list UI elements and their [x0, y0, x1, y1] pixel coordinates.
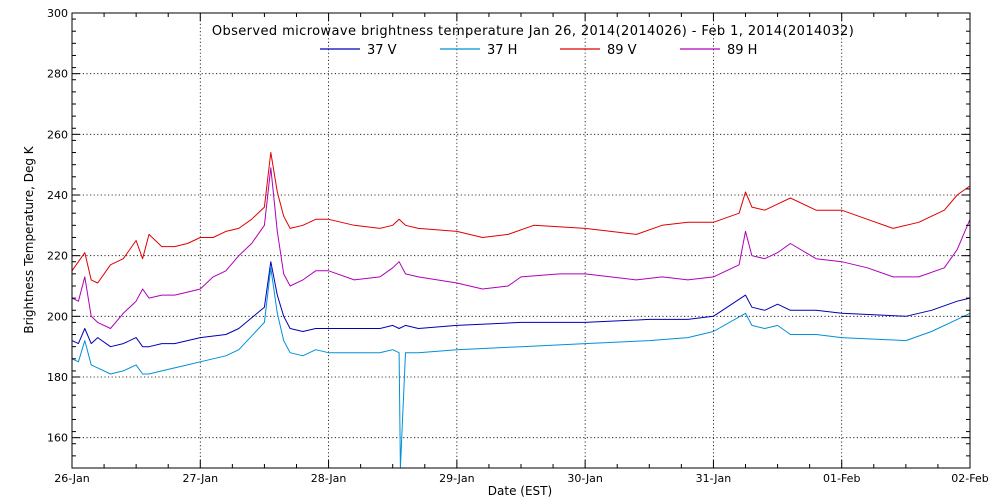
x-tick-label: 28-Jan: [311, 472, 347, 485]
x-axis-label: Date (EST): [488, 484, 552, 498]
series-line-37v: [71, 261, 971, 348]
x-tick-label: 30-Jan: [567, 472, 603, 485]
y-tick-label: 160: [47, 432, 68, 445]
chart-title: Observed microwave brightness temperatur…: [212, 24, 854, 39]
x-tick-label: 29-Jan: [439, 472, 475, 485]
y-tick-label: 240: [47, 189, 68, 202]
series-line-89v: [71, 152, 971, 284]
y-tick-label: 220: [47, 250, 68, 263]
legend: 37 V 37 H 89 V 89 H: [320, 43, 757, 58]
legend-label: 89 H: [727, 43, 757, 58]
legend-label: 37 V: [367, 43, 397, 58]
y-axis: 160 180 200 220 240 260 280 300: [47, 7, 970, 469]
x-tick-label: 31-Jan: [696, 472, 732, 485]
y-tick-label: 300: [47, 7, 68, 20]
plot-frame: [71, 12, 971, 469]
y-tick-label: 260: [47, 128, 68, 141]
series-line-37h: [71, 267, 971, 469]
legend-label: 37 H: [487, 43, 517, 58]
series-line-89h: [71, 167, 971, 329]
grid-lines: [72, 13, 970, 468]
y-tick-label: 280: [47, 68, 68, 81]
x-tick-label: 01-Feb: [823, 472, 860, 485]
legend-label: 89 V: [607, 43, 637, 58]
y-tick-label: 200: [47, 310, 68, 323]
series-lines: [71, 152, 971, 469]
x-axis: 26-Jan 27-Jan 28-Jan 29-Jan 30-Jan 31-Jan 01-F…: [54, 13, 989, 485]
x-tick-label: 27-Jan: [183, 472, 219, 485]
y-axis-label: Brightness Temperature, Deg K: [22, 145, 36, 333]
x-tick-label: 02-Feb: [951, 472, 988, 485]
y-tick-label: 180: [47, 371, 68, 384]
x-tick-label: 26-Jan: [54, 472, 90, 485]
